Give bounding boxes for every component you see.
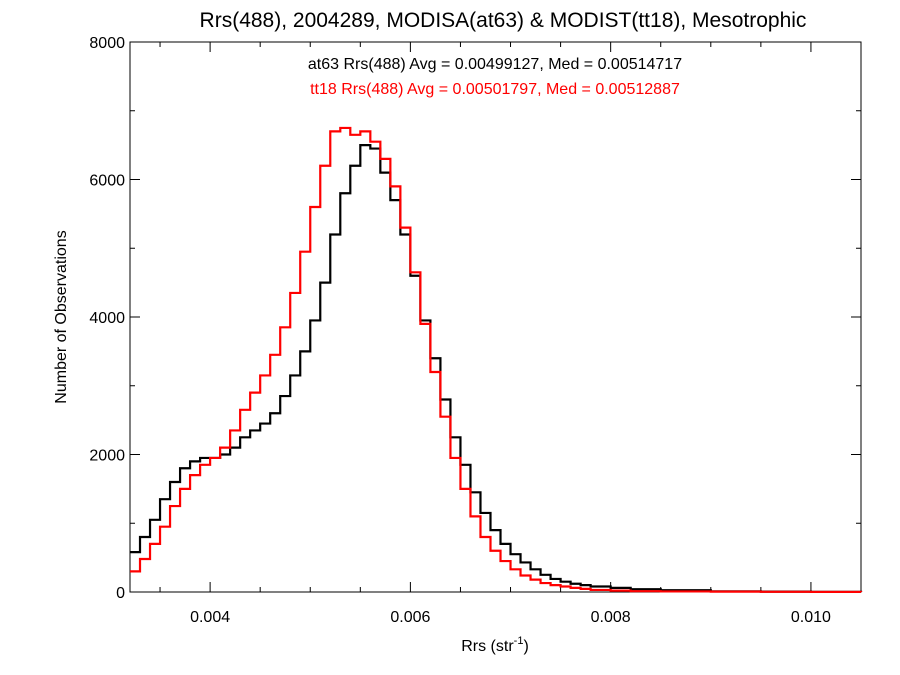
y-tick-label: 0 [116,585,125,602]
x-axis-label-end: ) [523,638,528,655]
x-axis-ticks: 0.004 0.006 0.008 0.010 [159,42,862,626]
y-axis-label: Number of Observations [53,230,70,403]
x-axis-label-sup: -1 [514,635,524,647]
x-axis-label-main: Rrs (str [461,638,514,655]
series-line-at63 [130,144,863,593]
x-tick-label: 0.006 [390,609,430,626]
chart-title: Rrs(488), 2004289, MODISA(at63) & MODIST… [200,9,807,32]
y-axis-ticks: 0 2000 4000 6000 8000 [89,35,861,602]
x-tick-label: 0.010 [791,609,831,626]
y-tick-label: 2000 [89,448,125,465]
x-tick-label: 0.008 [591,609,631,626]
series-layer [130,126,863,594]
y-tick-label: 4000 [89,310,125,327]
x-axis-label: Rrs (str-1) [461,635,529,655]
legend-stats-at63: at63 Rrs(488) Avg = 0.00499127, Med = 0.… [308,56,682,73]
y-tick-label: 8000 [89,35,125,52]
plot-frame [129,41,862,593]
legend-stats-tt18: tt18 Rrs(488) Avg = 0.00501797, Med = 0.… [310,81,680,98]
series-line-tt18 [130,126,863,594]
y-tick-label: 6000 [89,173,125,190]
x-tick-label: 0.004 [190,609,230,626]
